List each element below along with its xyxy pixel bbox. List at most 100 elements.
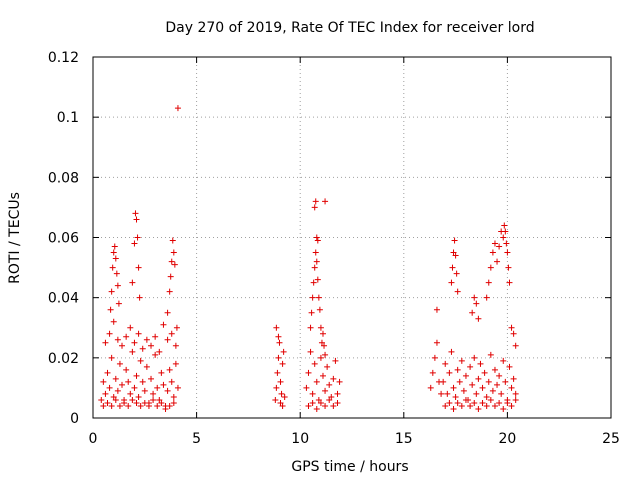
data-point	[127, 390, 134, 397]
data-point	[456, 378, 463, 385]
data-point	[309, 390, 316, 397]
data-point	[479, 399, 486, 406]
data-point	[502, 228, 509, 235]
data-point	[508, 324, 515, 331]
data-point	[104, 369, 111, 376]
data-point	[316, 306, 323, 313]
data-point	[475, 315, 482, 322]
data-point	[491, 240, 498, 247]
data-point	[317, 399, 324, 406]
data-point	[313, 405, 320, 412]
data-point	[141, 399, 148, 406]
y-tick-label: 0.08	[48, 170, 79, 186]
data-point	[328, 393, 335, 400]
data-point	[312, 198, 319, 205]
data-point	[504, 249, 511, 256]
y-tick-label: 0.1	[57, 110, 79, 126]
data-point	[133, 399, 140, 406]
data-point	[307, 324, 314, 331]
data-point	[108, 354, 115, 361]
data-point	[508, 402, 515, 409]
data-point	[496, 372, 503, 379]
data-point	[113, 270, 120, 277]
x-tick-label: 0	[89, 431, 98, 447]
data-point	[156, 348, 163, 355]
data-point	[310, 279, 317, 286]
data-point	[502, 378, 509, 385]
y-tick-label: 0.04	[48, 291, 79, 307]
data-point	[162, 405, 169, 412]
data-point	[133, 216, 140, 223]
data-point	[278, 390, 285, 397]
data-point	[444, 390, 451, 397]
data-point	[318, 339, 325, 346]
data-point	[131, 240, 138, 247]
data-point	[429, 369, 436, 376]
y-tick-label: 0	[70, 411, 79, 427]
data-point	[322, 351, 329, 358]
data-point	[131, 339, 138, 346]
data-point	[167, 273, 174, 280]
data-point	[504, 399, 511, 406]
data-point	[451, 237, 458, 244]
data-point	[503, 240, 510, 247]
data-point	[446, 369, 453, 376]
data-point	[330, 375, 337, 382]
data-point	[106, 384, 113, 391]
data-point	[315, 294, 322, 301]
data-point	[98, 396, 105, 403]
data-point	[152, 333, 159, 340]
data-point	[309, 399, 316, 406]
data-point	[102, 339, 109, 346]
data-point	[448, 279, 455, 286]
data-point	[110, 249, 117, 256]
data-point	[170, 399, 177, 406]
data-point	[307, 348, 314, 355]
data-point	[460, 387, 467, 394]
data-point	[438, 390, 445, 397]
y-tick-label: 0.12	[48, 50, 79, 66]
data-point	[273, 324, 280, 331]
chart-title: Day 270 of 2019, Rate Of TEC Index for r…	[165, 20, 534, 36]
data-point	[154, 384, 161, 391]
data-point	[317, 324, 324, 331]
data-point	[106, 330, 113, 337]
data-point	[173, 324, 180, 331]
data-point	[116, 402, 123, 409]
data-point	[119, 381, 126, 388]
data-point	[473, 390, 480, 397]
data-point	[114, 336, 121, 343]
data-point	[110, 393, 117, 400]
data-point	[123, 366, 130, 373]
data-point	[305, 369, 312, 376]
y-tick-label: 0.02	[48, 351, 79, 367]
data-point	[112, 396, 119, 403]
data-point	[467, 363, 474, 370]
data-point	[277, 378, 284, 385]
data-point	[485, 279, 492, 286]
data-point	[473, 300, 480, 307]
data-point	[111, 243, 118, 250]
data-point	[491, 402, 498, 409]
data-point	[471, 294, 478, 301]
data-point	[453, 270, 460, 277]
data-point	[489, 249, 496, 256]
data-point	[498, 390, 505, 397]
data-point	[129, 348, 136, 355]
data-point	[450, 249, 457, 256]
data-point	[454, 288, 461, 295]
data-point	[311, 204, 318, 211]
data-point	[496, 399, 503, 406]
data-point	[108, 402, 115, 409]
x-axis-label: GPS time / hours	[291, 459, 408, 475]
data-point	[166, 366, 173, 373]
data-point	[135, 264, 142, 271]
data-point	[143, 336, 150, 343]
data-point	[134, 234, 141, 241]
data-point	[489, 387, 496, 394]
data-point	[433, 306, 440, 313]
data-point	[313, 258, 320, 265]
data-point	[510, 375, 517, 382]
data-point	[272, 396, 279, 403]
